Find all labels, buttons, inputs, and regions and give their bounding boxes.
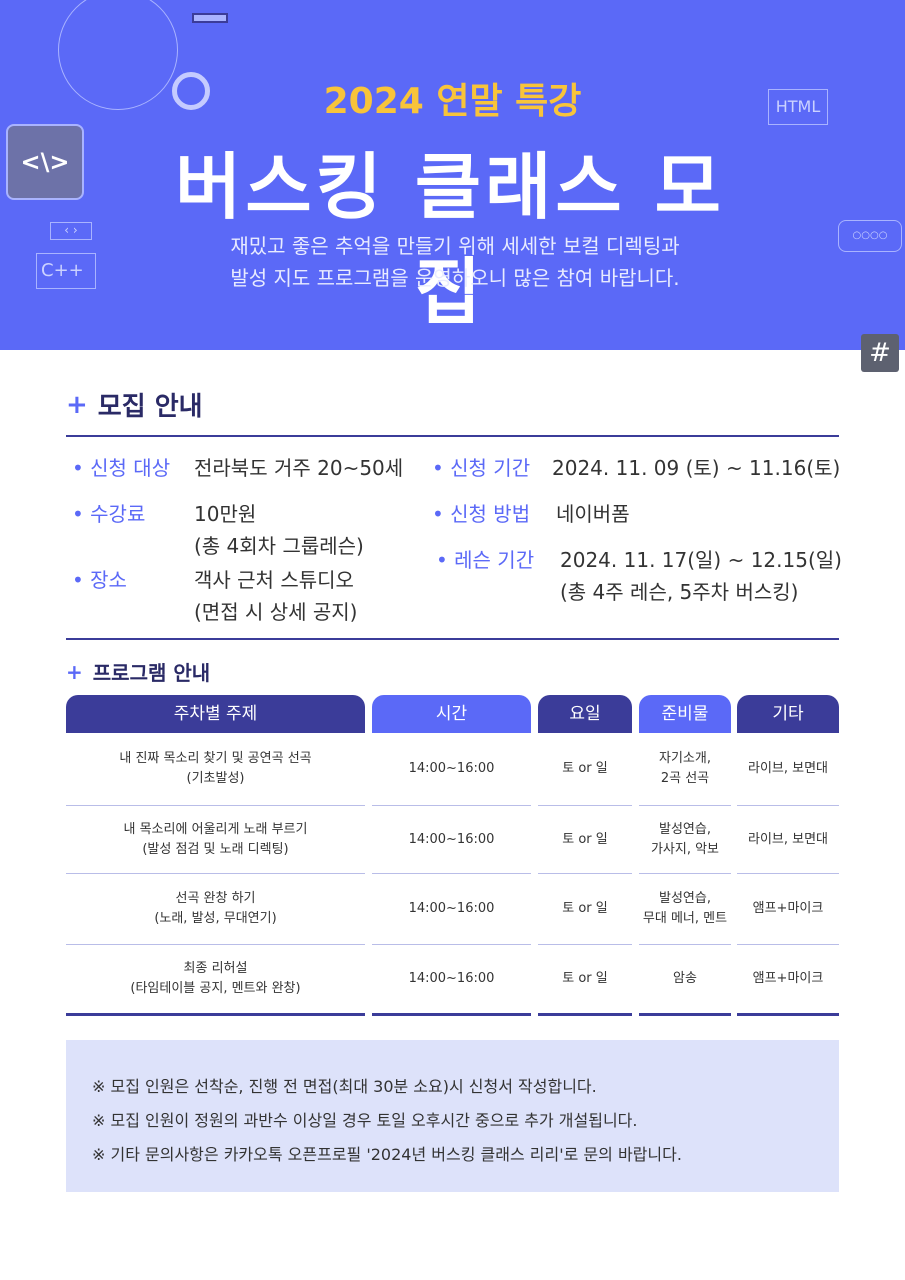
header-time: 시간 [372,695,531,733]
info-target: • 신청 대상 전라북도 거주 20~50세 [72,456,404,480]
table-cell-day: 토 or 일 [538,945,632,1016]
table-cell-time: 14:00~16:00 [372,806,531,874]
cell-text: 최종 리허설 [183,961,248,976]
cell-text: 발성연습, [659,821,711,837]
gear-icon [58,0,178,110]
program-heading: + 프로그램 안내 [66,657,210,686]
table-cell-prep: 암송 [639,945,731,1016]
table-cell-prep: 발성연습, 가사지, 악보 [639,806,731,874]
arrows-icon: ‹ › [50,222,92,240]
cell-text: (타임테이블 공지, 멘트와 완창) [130,981,301,996]
gear-icon [172,72,210,110]
recruit-heading: + 모집 안내 [66,386,203,423]
cell-text: 발성연습, [659,891,711,906]
cell-text: 내 목소리에 어울리게 노래 부르기 [123,821,308,837]
table-cell-time: 14:00~16:00 [372,733,531,806]
cell-text: 암송 [673,971,697,986]
cell-text: 토 or 일 [562,971,608,986]
hero-title: 버스킹 클래스 모집 [175,145,725,334]
cell-text: 앰프+마이크 [752,971,824,986]
desc-line: 재밌고 좋은 추억을 만들기 위해 세세한 보컬 디렉팅과 [230,234,680,258]
desc-line: 발성 지도 프로그램을 운영하오니 많은 참여 바랍니다. [230,266,680,290]
header-day: 요일 [538,695,632,733]
cell-text: (노래, 발성, 무대연기) [154,911,277,926]
info-place: • 장소 객사 근처 스튜디오 (면접 시 상세 공지) [72,568,358,624]
cell-text: 가사지, 악보 [650,841,720,857]
table-cell-prep: 발성연습, 무대 메너, 멘트 [639,874,731,945]
info-method: • 신청 방법 네이버폼 [432,502,630,526]
header-etc: 기타 [737,695,839,733]
cell-text: 14:00~16:00 [408,971,495,986]
header-prep: 준비물 [639,695,731,733]
table-cell-day: 토 or 일 [538,806,632,874]
table-cell-topic: 내 진짜 목소리 찾기 및 공연곡 선곡 (기초발성) [66,733,365,806]
table-cell-etc: 라이브, 보면대 [737,806,839,874]
cell-text: 라이브, 보면대 [747,831,829,847]
code-icon: <\> [6,124,84,200]
divider [66,435,839,437]
table-cell-time: 14:00~16:00 [372,945,531,1016]
note: ※ 기타 문의사항은 카카오톡 오픈프로필 '2024년 버스킹 클래스 리리'… [92,1145,682,1164]
cell-text: 2곡 선곡 [660,771,710,786]
table-cell-day: 토 or 일 [538,733,632,806]
table-cell-prep: 자기소개, 2곡 선곡 [639,733,731,806]
table-cell-day: 토 or 일 [538,874,632,945]
table-cell-time: 14:00~16:00 [372,874,531,945]
cell-text: 무대 메너, 멘트 [642,911,728,926]
heading-text: 모집 안내 [97,392,203,422]
cell-text: 자기소개, [659,751,711,766]
table-cell-etc: 앰프+마이크 [737,874,839,945]
cell-text: 선곡 완창 하기 [175,891,256,906]
cell-text: 내 진짜 목소리 찾기 및 공연곡 선곡 [119,751,312,766]
table-cell-etc: 라이브, 보면대 [737,733,839,806]
cell-text: 라이브, 보면대 [747,761,829,776]
table-cell-topic: 선곡 완창 하기 (노래, 발성, 무대연기) [66,874,365,945]
notes-box: ※ 모집 인원은 선착순, 진행 전 면접(최대 30분 소요)시 신청서 작성… [66,1040,839,1192]
table-cell-topic: 최종 리허설 (타임테이블 공지, 멘트와 완창) [66,945,365,1016]
cell-text: 토 or 일 [562,901,608,916]
chat-bubble-icon: ○○○○ [838,220,902,252]
plus-icon: + [66,659,83,684]
hero-subtitle: 2024 연말 특강 [323,81,582,122]
plus-icon: + [66,389,88,420]
cell-text: 14:00~16:00 [408,831,495,847]
cell-text: 14:00~16:00 [408,901,495,916]
header-topic: 주차별 주제 [66,695,365,733]
hero-banner: <\> ‹ › C++ HTML ○○○○ 2024 연말 특강 버스킹 클래스… [0,0,905,350]
info-lesson: • 레슨 기간 2024. 11. 17(일) ~ 12.15(일) (총 4주 레… [436,548,842,604]
cell-text: 토 or 일 [562,761,608,776]
html-bubble-icon: HTML [768,89,828,125]
divider [66,638,839,640]
cell-text: 14:00~16:00 [408,761,495,776]
info-fee: • 수강료 10만원 (총 4회차 그룹레슨) [72,502,364,558]
hash-icon: # [861,334,899,372]
table-cell-etc: 앰프+마이크 [737,945,839,1016]
info-period: • 신청 기간 2024. 11. 09 (토) ~ 11.16(토) [432,456,841,480]
note: ※ 모집 인원이 정원의 과반수 이상일 경우 토일 오후시간 중으로 추가 개… [92,1111,638,1130]
cell-text: (기초발성) [186,771,245,786]
table-cell-topic: 내 목소리에 어울리게 노래 부르기 (발성 점검 및 노래 디렉팅) [66,806,365,874]
cpp-bubble-icon: C++ [36,253,96,289]
cell-text: 토 or 일 [562,831,608,847]
heading-text: 프로그램 안내 [92,661,211,685]
window-dots-icon [192,13,228,23]
cell-text: 앰프+마이크 [752,901,824,916]
cell-text: (발성 점검 및 노래 디렉팅) [142,841,289,857]
note: ※ 모집 인원은 선착순, 진행 전 면접(최대 30분 소요)시 신청서 작성… [92,1077,597,1096]
